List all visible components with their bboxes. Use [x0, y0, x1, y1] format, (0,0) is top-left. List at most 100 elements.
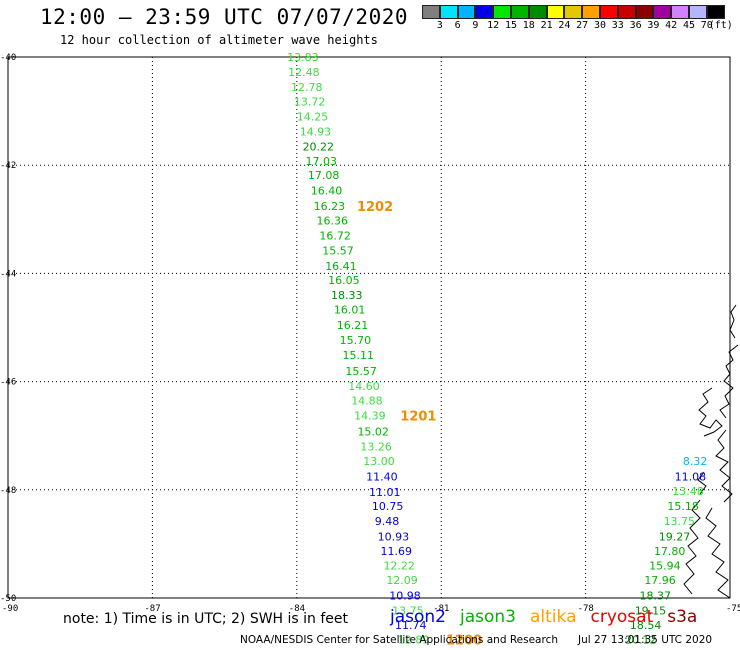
- colorbar-swatch: [422, 5, 440, 19]
- wave-height-value: 16.41: [325, 260, 357, 273]
- wave-height-value: 11.74: [395, 619, 427, 632]
- wave-height-value: 11.40: [366, 470, 398, 483]
- wave-height-value: 15.02: [357, 425, 389, 438]
- wave-height-value: 17.08: [308, 169, 340, 182]
- wave-height-colorbar: [422, 5, 725, 19]
- wave-height-value: 17.96: [644, 574, 676, 587]
- wave-height-value: 13.48: [672, 485, 704, 498]
- wave-height-value: 16.21: [337, 319, 369, 332]
- colorbar-tick-label: 15: [504, 20, 518, 31]
- colorbar-tick-label: 21: [540, 20, 553, 31]
- colorbar-tick-label: 9: [472, 20, 479, 31]
- lon-label: -81: [433, 604, 449, 614]
- lon-label: -90: [2, 604, 18, 614]
- wave-height-value: 18.54: [630, 619, 662, 632]
- colorbar-swatch: [688, 5, 707, 19]
- lon-label: -78: [578, 604, 594, 614]
- coastline-segment: [698, 387, 723, 437]
- wave-height-value: 16.40: [311, 185, 343, 198]
- wave-height-value: 14.88: [351, 395, 383, 408]
- colorbar-swatch: [635, 5, 654, 19]
- latitude-labels: -40 -42 -44 -46 -48 -50: [0, 53, 16, 604]
- wave-height-value: 14.93: [300, 126, 332, 139]
- wave-height-value: 13.83: [287, 51, 319, 64]
- wave-height-value: 13.72: [294, 95, 326, 108]
- colorbar-tick-label: 24: [558, 20, 571, 31]
- wave-height-value: 15.94: [649, 560, 681, 573]
- coastline-segment: [719, 344, 739, 419]
- wave-height-value: 15.70: [340, 334, 372, 347]
- lat-label: -40: [0, 53, 16, 63]
- units-note: note: 1) Time is in UTC; 2) SWH is in fe…: [63, 611, 349, 627]
- colorbar-tick-label: 30: [593, 20, 607, 31]
- colorbar-tick-label: 27: [576, 20, 589, 31]
- wave-height-value: 12.78: [291, 81, 323, 94]
- legend-cryosat: cryosat: [590, 607, 654, 627]
- coastline-segment: [715, 429, 733, 503]
- wave-height-value: 13.75: [392, 604, 424, 617]
- lon-label: -75: [726, 604, 740, 614]
- lat-label: -50: [0, 594, 16, 604]
- map-subtitle: 12 hour collection of altimeter wave hei…: [60, 33, 378, 47]
- wave-height-value: 13.26: [360, 441, 392, 454]
- lon-label: -87: [144, 604, 160, 614]
- colorbar-tick-label: 3: [436, 20, 443, 31]
- satellite-legend: jason2 jason3 altika cryosat s3a: [390, 607, 711, 627]
- credit-line: NOAA/NESDIS Center for Satellite Applica…: [240, 634, 712, 646]
- wave-height-value: 12.48: [288, 66, 320, 79]
- colorbar-tick-label: 6: [454, 20, 461, 31]
- wave-height-value: 14.25: [297, 111, 329, 124]
- generation-timestamp: Jul 27 13:01:35 UTC 2020: [578, 634, 713, 646]
- lat-label: -48: [0, 486, 16, 496]
- wave-height-value: 14.60: [348, 380, 380, 393]
- wave-height-value: 8.32: [683, 455, 708, 468]
- wave-height-value: 11.01: [369, 486, 401, 499]
- wave-height-value: 16.36: [317, 214, 349, 227]
- colorbar-swatch: [706, 5, 725, 19]
- wave-height-value: 14.39: [354, 410, 386, 423]
- longitude-labels: -90 -87 -84 -81 -78 -75: [2, 604, 740, 614]
- wave-height-value: 12.89: [398, 634, 430, 647]
- colorbar-swatch: [546, 5, 565, 19]
- colorbar-swatch: [599, 5, 618, 19]
- coastline-segment: [683, 499, 701, 595]
- colorbar-tick-label: 12: [487, 20, 500, 31]
- colorbar-swatch: [653, 5, 672, 19]
- pass-time-label: 1201: [400, 410, 436, 425]
- coastline-segment: [705, 507, 731, 599]
- coastline-segment: [729, 304, 737, 339]
- colorbar-swatch: [671, 5, 689, 19]
- colorbar-tick-label: 39: [647, 20, 660, 31]
- wave-height-value: 12.09: [386, 574, 418, 587]
- legend-altika: altika: [530, 607, 577, 627]
- wave-height-value: 19.15: [635, 604, 667, 617]
- wave-height-value: 10.75: [372, 500, 404, 513]
- wave-height-value: 18.37: [640, 589, 672, 602]
- wave-height-value: 13.00: [363, 455, 395, 468]
- colorbar-swatch: [493, 5, 511, 19]
- wave-height-value: 12.22: [383, 560, 415, 573]
- colorbar-tick-label: 70: [700, 20, 713, 31]
- lat-label: -42: [0, 161, 16, 171]
- wave-height-value: 15.57: [322, 245, 354, 258]
- colorbar-tick-label: 18: [522, 20, 535, 31]
- colorbar-tick-label: (ft): [708, 20, 733, 31]
- wave-height-value: 17.80: [654, 545, 686, 558]
- legend-jason3: jason3: [460, 607, 516, 627]
- wave-height-value: 15.18: [667, 500, 699, 513]
- colorbar-swatch: [617, 5, 636, 19]
- wave-height-value: 15.11: [343, 349, 375, 362]
- wave-height-value: 18.33: [331, 289, 363, 302]
- colorbar-tick-label: 36: [629, 20, 642, 31]
- map-title: 12:00 – 23:59 UTC 07/07/2020: [40, 5, 409, 29]
- colorbar-tick-label: 33: [611, 20, 624, 31]
- lat-label: -44: [0, 269, 16, 279]
- legend-jason2: jason2: [390, 607, 446, 627]
- coastline-chile: [683, 304, 739, 599]
- wave-height-value: 10.98: [389, 589, 421, 602]
- colorbar-swatch: [564, 5, 583, 19]
- wave-height-value: 19.27: [659, 530, 691, 543]
- lat-label: -46: [0, 378, 16, 388]
- wave-height-value: 20.12: [625, 634, 657, 647]
